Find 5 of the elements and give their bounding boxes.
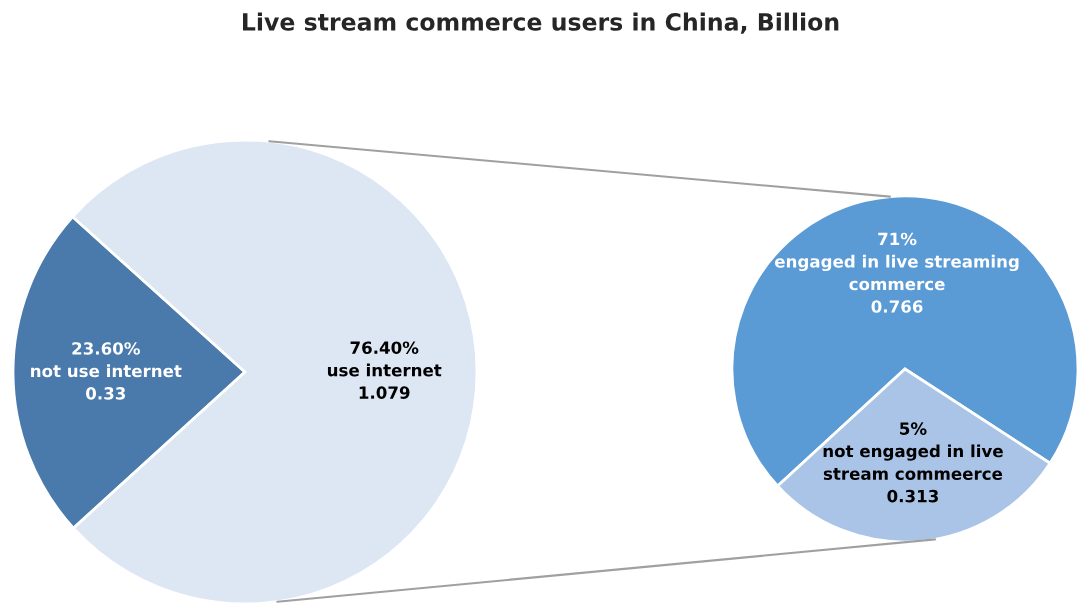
data-label: 71% engaged in live streaming commerce 0.766 bbox=[774, 232, 1019, 313]
data-label: 5% not engaged in live stream commeerce 0.313 bbox=[823, 422, 1003, 503]
data-label: 76.40% use internet 1.079 bbox=[327, 341, 442, 399]
text: Live stream commerce users in China, Billion bbox=[243, 12, 839, 34]
data-label: 23.60% not use internet 0.33 bbox=[31, 342, 182, 400]
